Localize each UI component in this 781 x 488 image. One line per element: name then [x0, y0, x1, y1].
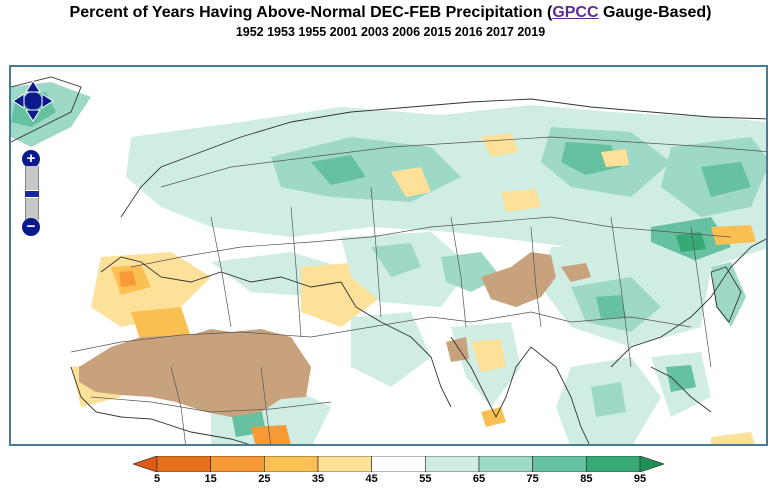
legend-color-box: [532, 456, 587, 472]
map-panel[interactable]: + −: [9, 65, 768, 446]
legend-color-box: [156, 456, 212, 472]
legend-label: 75: [526, 473, 539, 485]
country-borders: [70, 136, 766, 444]
legend-label: 15: [204, 473, 217, 485]
legend-arrow-high: [639, 456, 664, 472]
legend-color-box: [478, 456, 534, 472]
legend-arrow-low: [133, 456, 158, 472]
zoom-slider-thumb[interactable]: [24, 190, 40, 198]
no-data-regions: [79, 252, 591, 417]
legend-color-box: [371, 456, 426, 472]
legend-label: 55: [419, 473, 432, 485]
legend-color-boxes: [156, 456, 641, 472]
pan-arrows-icon[interactable]: [12, 80, 54, 122]
legend-color-box: [424, 456, 480, 472]
legend-label: 85: [580, 473, 593, 485]
legend-label: 45: [365, 473, 378, 485]
legend-color-box: [317, 456, 373, 472]
legend-color-box: [210, 456, 265, 472]
zoom-control[interactable]: + −: [22, 150, 40, 236]
zoom-slider-track[interactable]: [24, 166, 40, 220]
title-suffix: Gauge-Based): [598, 4, 712, 21]
legend-color-box: [263, 456, 319, 472]
gpcc-link[interactable]: GPCC: [552, 4, 599, 21]
legend-label: 25: [258, 473, 271, 485]
legend-label: 5: [153, 473, 161, 485]
coastlines: [11, 76, 766, 444]
legend-color-box: [585, 456, 641, 472]
legend-label: 35: [311, 473, 325, 485]
legend-label: 95: [633, 473, 647, 485]
zoom-in-button[interactable]: +: [22, 150, 40, 168]
title-prefix: Percent of Years Having Above-Normal DEC…: [69, 4, 553, 21]
precipitation-map: [11, 67, 766, 444]
color-legend: [133, 456, 664, 472]
page-title: Percent of Years Having Above-Normal DEC…: [0, 4, 781, 22]
zoom-out-button[interactable]: −: [22, 218, 40, 236]
years-subtitle: 1952 1953 1955 2001 2003 2006 2015 2016 …: [235, 25, 546, 39]
legend-label: 65: [472, 473, 486, 485]
map-controls[interactable]: [12, 80, 54, 122]
